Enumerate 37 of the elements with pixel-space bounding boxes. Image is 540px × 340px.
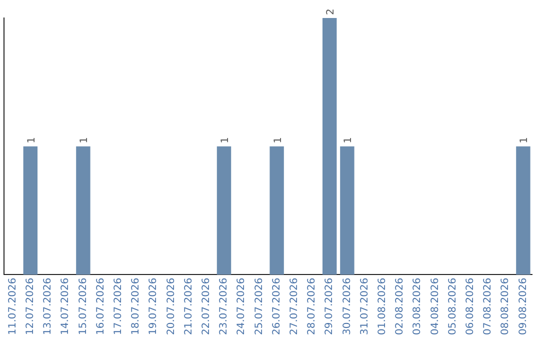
x-tick-label: 06.08.2026 [464,278,476,336]
x-tick-label: 28.07.2026 [306,278,318,336]
x-tick-label: 18.07.2026 [130,278,142,336]
x-tick-label: 11.07.2026 [7,278,18,336]
x-tick-label: 23.07.2026 [218,278,230,336]
x-tick-label: 30.07.2026 [342,278,353,336]
x-tick-label: 26.07.2026 [271,278,282,336]
x-tick-label: 16.07.2026 [95,278,106,336]
x-tick-label: 22.07.2026 [200,278,212,336]
x-tick-label: 14.07.2026 [60,278,72,336]
data-label: 1 [272,136,284,144]
x-tick-label: 04.08.2026 [430,278,441,336]
x-tick-label: 05.08.2026 [447,278,458,336]
x-tick-label: 27.07.2026 [288,278,300,336]
x-tick-label: 08.08.2026 [500,278,512,336]
x-tick-label: 19.07.2026 [148,278,160,336]
data-label: 1 [26,136,38,144]
data-label: 2 [326,8,337,15]
x-tick-label: 24.07.2026 [236,278,248,336]
x-tick-label: 15.07.2026 [78,278,89,336]
x-tick-label: 21.07.2026 [183,278,194,336]
x-tick-label: 07.08.2026 [482,278,494,336]
x-tick-label: 09.08.2026 [518,278,529,336]
x-tick-label: 01.08.2026 [376,278,388,336]
x-tick-label: 13.07.2026 [42,278,54,336]
x-tick-label: 29.07.2026 [324,278,336,336]
x-tick-label: 03.08.2026 [412,278,424,336]
x-tick-label: 02.08.2026 [394,278,406,336]
data-label: 1 [220,136,231,144]
data-label: 1 [343,136,354,144]
data-label: 1 [519,136,530,144]
x-tick-label: 12.07.2026 [24,278,36,336]
x-tick-label: 31.07.2026 [359,278,370,336]
x-tick-label: 20.07.2026 [166,278,177,336]
x-tick-label: 17.07.2026 [112,278,124,336]
data-label: 1 [79,136,90,144]
x-tick-label: 25.07.2026 [254,278,265,336]
